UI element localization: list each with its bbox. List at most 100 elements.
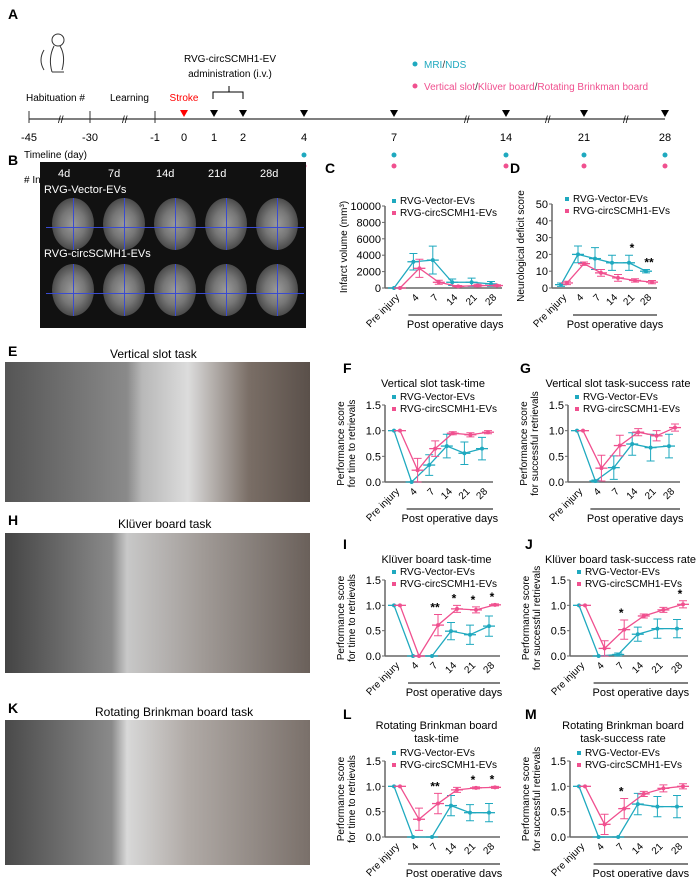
x-tick-label: 21 xyxy=(650,841,666,857)
y-axis-label: Performance score xyxy=(521,575,532,660)
legend-marker xyxy=(392,395,396,399)
timeline-axis-label: Timeline (day) xyxy=(24,150,87,161)
timeline-tick-label: -45 xyxy=(21,132,37,144)
timeline-tick-label: -30 xyxy=(82,132,98,144)
y-axis-label: Performance score xyxy=(521,756,532,841)
data-point xyxy=(661,786,666,791)
panel-letter: I xyxy=(343,536,347,552)
x-tick-label: 28 xyxy=(669,841,685,857)
data-point xyxy=(673,425,677,430)
y-tick-label: 0.5 xyxy=(366,626,381,638)
data-point xyxy=(430,835,434,839)
data-point xyxy=(398,286,402,290)
legend-marker xyxy=(577,570,581,574)
data-point xyxy=(616,652,621,657)
data-point xyxy=(635,632,640,637)
y-tick-label: 1.5 xyxy=(366,400,381,412)
chart-title: Rotating Brinkman board xyxy=(376,720,498,732)
data-point xyxy=(411,835,415,839)
significance-marker: * xyxy=(619,784,624,798)
legend-label: RVG-circSCMH1-EVs xyxy=(400,760,497,771)
data-point xyxy=(593,478,598,483)
x-tick-label: 21 xyxy=(650,660,666,676)
data-point xyxy=(455,787,459,792)
data-point xyxy=(487,624,491,629)
y-axis-label: Infarct volume (mm³) xyxy=(339,201,350,293)
timeline-tick-label: 14 xyxy=(500,132,512,144)
data-point xyxy=(436,623,440,628)
data-point xyxy=(444,444,449,449)
y-tick-label: 0.0 xyxy=(366,832,381,844)
panel-letter: C xyxy=(325,160,335,176)
data-point xyxy=(462,451,467,456)
y-tick-label: 30 xyxy=(536,233,548,245)
data-point xyxy=(593,256,597,261)
significance-marker: * xyxy=(471,593,476,607)
x-group-label: Post operative days xyxy=(567,319,664,331)
legend-label: RVG-circSCMH1-EVs xyxy=(400,404,497,415)
x-tick-label: 4 xyxy=(408,486,420,498)
x-tick-label: 7 xyxy=(428,660,440,672)
data-point xyxy=(675,626,679,631)
photo-title: Klüver board task xyxy=(118,517,212,531)
y-axis-label: for time to retrievals xyxy=(347,574,358,662)
data-point xyxy=(596,835,601,839)
y-tick-label: 0.5 xyxy=(366,451,381,463)
legend-label: RVG-Vector-EVs xyxy=(400,196,475,207)
chart-D: D 0 10 20 30 40 50 Neurological deficit score Pr… xyxy=(510,160,670,331)
behavior-timepoint-dot xyxy=(391,163,397,169)
x-tick-label: 4 xyxy=(574,292,586,304)
stroke-label: Stroke xyxy=(170,93,199,104)
mri-brain-slice xyxy=(46,264,100,316)
data-point xyxy=(433,446,438,451)
x-tick-label: Pre injury xyxy=(364,841,402,877)
y-tick-label: 1.5 xyxy=(551,756,566,768)
data-point xyxy=(583,603,587,608)
y-axis-label: Performance score xyxy=(336,756,347,841)
data-point xyxy=(583,784,587,789)
timeline-tick-label: 28 xyxy=(659,132,671,144)
data-point xyxy=(450,280,455,285)
mri-brain-slice xyxy=(199,264,253,316)
mri-day-label: 28d xyxy=(260,168,279,180)
data-point xyxy=(650,280,654,285)
mri-day-label: 7d xyxy=(108,168,121,180)
y-tick-label: 0 xyxy=(375,283,381,295)
x-group-label: Post operative days xyxy=(587,513,684,525)
panel-letter: M xyxy=(525,706,537,722)
timeline-tick-label: 1 xyxy=(211,132,217,144)
mri-brain-slice xyxy=(250,264,304,316)
significance-marker: ** xyxy=(430,600,440,614)
injection-title: RVG-circSCMH1-EV xyxy=(184,54,276,65)
timeline-tick-label: 21 xyxy=(578,132,590,144)
y-tick-label: 0.0 xyxy=(551,651,566,663)
x-tick-label: 4 xyxy=(409,841,421,853)
x-tick-label: Pre injury xyxy=(364,486,402,524)
legend-marker xyxy=(575,407,579,411)
timeline-arrow-icon xyxy=(580,110,588,117)
data-point xyxy=(436,801,440,806)
data-point xyxy=(617,443,622,448)
y-tick-label: 4000 xyxy=(357,250,381,262)
x-tick-label: 7 xyxy=(428,841,440,853)
series-line xyxy=(560,253,647,285)
data-point xyxy=(661,607,666,612)
legend-label: RVG-Vector-EVs xyxy=(585,748,660,759)
learning-label: Learning xyxy=(110,93,149,104)
x-tick-label: 14 xyxy=(439,486,455,502)
significance-marker: ** xyxy=(430,779,440,793)
x-group-label: Post operative days xyxy=(592,687,689,699)
timeline-arrow-icon xyxy=(180,110,188,117)
mri-day-label: 4d xyxy=(58,168,71,180)
significance-marker: * xyxy=(619,606,624,620)
vertical-slot-photo xyxy=(5,362,310,502)
habituation-label: Habituation # xyxy=(26,93,85,104)
y-tick-label: 1.0 xyxy=(366,781,381,793)
x-tick-label: Pre injury xyxy=(364,292,402,330)
mri-timepoint-dot xyxy=(391,152,397,158)
data-point xyxy=(644,269,648,274)
legend-marker xyxy=(392,199,396,203)
x-group-label: Post operative days xyxy=(406,868,503,877)
legend-label: RVG-Vector-EVs xyxy=(400,392,475,403)
y-tick-label: 1.5 xyxy=(366,575,381,587)
